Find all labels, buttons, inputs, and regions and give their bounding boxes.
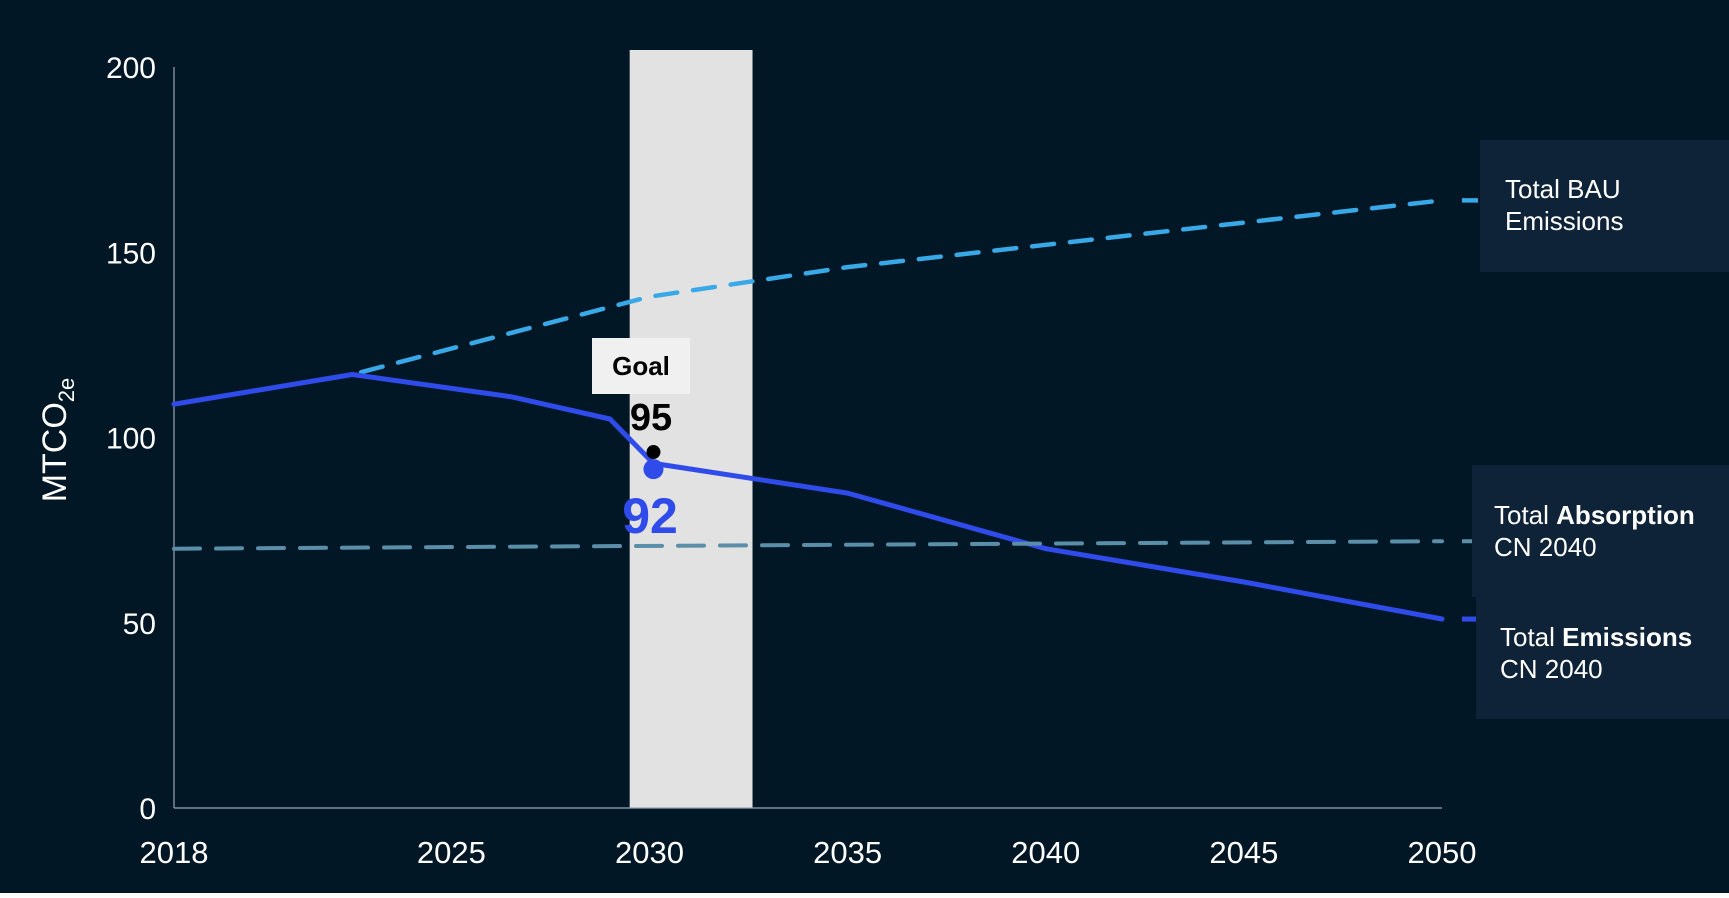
legend-box-bau [1480, 140, 1729, 272]
legend-text-emissions-line2: CN 2040 [1500, 654, 1603, 684]
x-tick-label: 2030 [615, 835, 684, 870]
y-axis-label-subscript: 2e [54, 378, 79, 402]
goal-annotation: Goal 95 92 [592, 338, 690, 544]
x-tick-label: 2050 [1408, 835, 1477, 870]
legend-emissions-bold: Emissions [1562, 622, 1692, 652]
y-tick-label: 150 [106, 237, 156, 270]
x-tick-label: 2040 [1011, 835, 1080, 870]
legend-absorption-bold: Absorption [1556, 500, 1695, 530]
y-axis-label-main: MTCO [36, 402, 74, 502]
legend-label-absorption: Total Absorption CN 2040 [1472, 465, 1729, 597]
goal-label: Goal [612, 351, 670, 381]
y-tick-label: 50 [123, 608, 156, 641]
goal-point [646, 445, 661, 460]
y-axis-label: MTCO2e [36, 378, 79, 503]
y-tick-label: 0 [139, 793, 156, 826]
legend-box-emissions [1476, 597, 1729, 719]
y-axis-title: MTCO2e [36, 378, 79, 503]
legend-emissions-prefix: Total [1500, 622, 1562, 652]
actual-value-label: 92 [622, 488, 678, 544]
highlight-band [629, 50, 753, 808]
legend-box-absorption [1472, 465, 1729, 597]
series-line [171, 198, 1445, 407]
legend-text-bau-line1: Total BAU [1505, 174, 1621, 204]
x-tick-label: 2018 [140, 835, 209, 870]
goal-box [592, 338, 690, 394]
legend-absorption-prefix: Total [1494, 500, 1556, 530]
y-tick-label: 100 [106, 423, 156, 456]
series-line [172, 539, 1444, 551]
legend-label-bau: Total BAU Emissions [1480, 140, 1729, 272]
legend-text-absorption-line1: Total Absorption [1494, 500, 1695, 530]
legend-text-bau-line2: Emissions [1505, 206, 1623, 236]
legend-label-emissions: Total Emissions CN 2040 [1476, 597, 1729, 719]
actual-point [643, 459, 664, 480]
x-tick-label: 2035 [813, 835, 882, 870]
goal-value-label: 95 [630, 397, 672, 439]
x-tick-label: 2025 [417, 835, 486, 870]
legend-text-emissions-line1: Total Emissions [1500, 622, 1692, 652]
y-tick-label: 200 [106, 52, 156, 85]
legend-text-absorption-line2: CN 2040 [1494, 532, 1597, 562]
x-tick-label: 2045 [1209, 835, 1278, 870]
